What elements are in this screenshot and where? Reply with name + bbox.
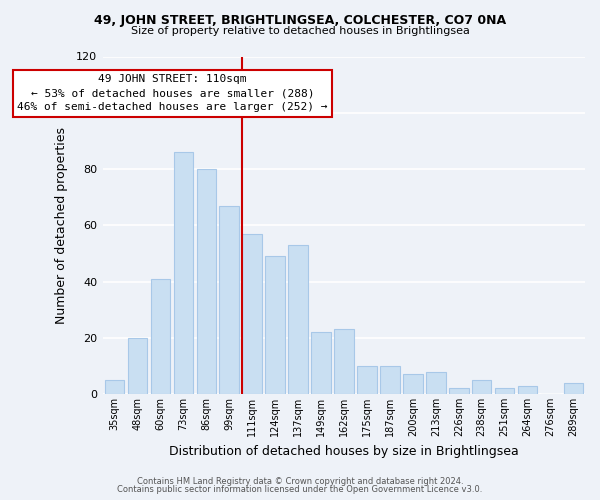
Y-axis label: Number of detached properties: Number of detached properties xyxy=(55,127,68,324)
Bar xyxy=(311,332,331,394)
Text: 49, JOHN STREET, BRIGHTLINGSEA, COLCHESTER, CO7 0NA: 49, JOHN STREET, BRIGHTLINGSEA, COLCHEST… xyxy=(94,14,506,27)
Bar xyxy=(564,383,583,394)
Bar xyxy=(289,245,308,394)
Bar xyxy=(380,366,400,394)
Bar xyxy=(265,256,285,394)
Bar xyxy=(105,380,124,394)
Bar xyxy=(220,206,239,394)
Bar xyxy=(449,388,469,394)
Bar xyxy=(173,152,193,394)
Bar xyxy=(242,234,262,394)
Text: Contains public sector information licensed under the Open Government Licence v3: Contains public sector information licen… xyxy=(118,485,482,494)
Bar xyxy=(357,366,377,394)
Bar xyxy=(334,330,354,394)
Bar xyxy=(128,338,147,394)
Bar xyxy=(197,169,216,394)
Text: 49 JOHN STREET: 110sqm
← 53% of detached houses are smaller (288)
46% of semi-de: 49 JOHN STREET: 110sqm ← 53% of detached… xyxy=(17,74,328,112)
Text: Size of property relative to detached houses in Brightlingsea: Size of property relative to detached ho… xyxy=(131,26,469,36)
Bar xyxy=(472,380,491,394)
Text: Contains HM Land Registry data © Crown copyright and database right 2024.: Contains HM Land Registry data © Crown c… xyxy=(137,477,463,486)
Bar xyxy=(495,388,514,394)
Bar xyxy=(403,374,422,394)
Bar xyxy=(518,386,538,394)
Bar xyxy=(426,372,446,394)
Bar xyxy=(151,278,170,394)
X-axis label: Distribution of detached houses by size in Brightlingsea: Distribution of detached houses by size … xyxy=(169,444,519,458)
